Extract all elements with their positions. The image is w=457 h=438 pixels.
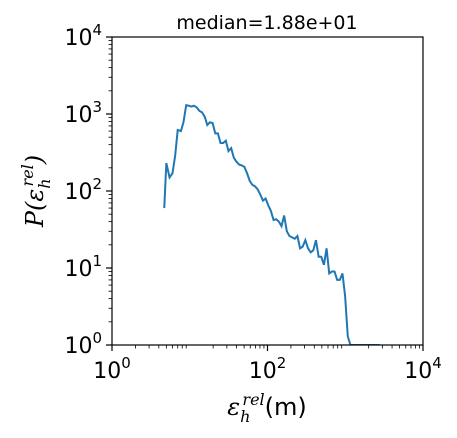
x-axis-label-subscript: h (240, 407, 250, 426)
y-tick-base: 10 (64, 180, 92, 205)
x-tick-label: 102 (249, 354, 287, 384)
y-axis-label-symbol: ε (21, 189, 49, 202)
y-tick-base: 10 (64, 26, 92, 51)
y-tick-exponent: 2 (92, 175, 102, 193)
y-tick-exponent: 0 (92, 329, 102, 347)
x-axis: 100 102 104 (93, 345, 442, 384)
y-tick-label: 101 (64, 252, 102, 282)
y-axis-label-prefix: P( (21, 201, 49, 228)
y-tick-exponent: 1 (92, 252, 102, 270)
y-axis-label-suffix: ) (21, 155, 49, 165)
x-tick-exponent: 2 (277, 354, 287, 372)
y-tick-label: 104 (64, 21, 102, 51)
y-tick-label: 100 (64, 329, 102, 359)
x-tick-base: 10 (93, 359, 121, 384)
x-tick-exponent: 0 (121, 354, 131, 372)
x-tick-base: 10 (249, 359, 277, 384)
y-axis-label-subscript: h (35, 178, 54, 188)
x-axis-label-symbol: ε (227, 393, 240, 421)
x-tick-base: 10 (404, 359, 432, 384)
x-axis-label-unit: (m) (265, 393, 307, 421)
plot-area (111, 36, 424, 346)
y-tick-base: 10 (64, 257, 92, 282)
x-tick-exponent: 4 (432, 354, 442, 372)
y-axis-label-superscript: rel (18, 164, 37, 186)
chart-title: median=1.88e+01 (176, 12, 357, 34)
x-axis-label-superscript: rel (242, 390, 264, 409)
x-axis-label: εhrel(m) (227, 390, 307, 426)
y-axis-label: P(εhrel) (18, 155, 54, 228)
x-tick-label: 100 (93, 354, 131, 384)
y-tick-label: 102 (64, 175, 102, 205)
y-tick-label: 103 (64, 98, 102, 128)
x-tick-label: 104 (404, 354, 442, 384)
series-line (163, 104, 380, 345)
y-tick-exponent: 3 (92, 98, 102, 116)
y-tick-exponent: 4 (92, 21, 102, 39)
y-tick-base: 10 (64, 103, 92, 128)
plot-frame (111, 36, 424, 346)
y-tick-base: 10 (64, 334, 92, 359)
